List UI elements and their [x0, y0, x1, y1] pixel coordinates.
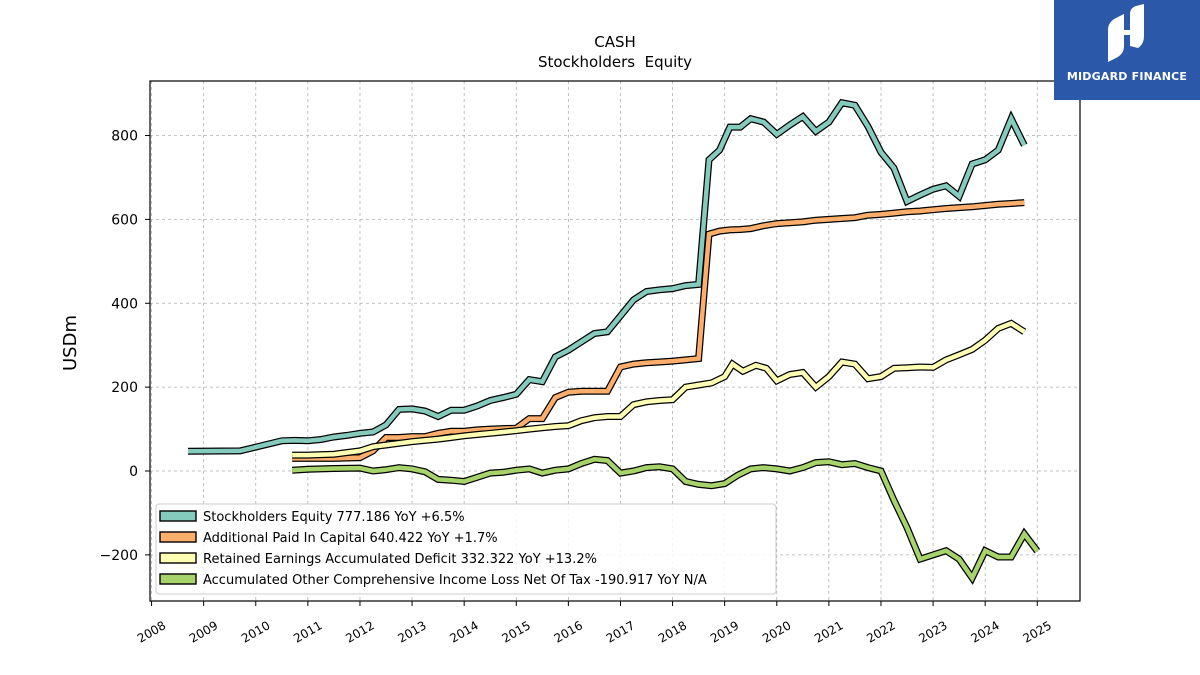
x-tick-label: 2021: [812, 618, 845, 645]
x-tick-label: 2017: [604, 618, 637, 645]
logo-text: MIDGARD FINANCE: [1066, 70, 1188, 83]
legend-entry-label: Accumulated Other Comprehensive Income L…: [203, 573, 707, 588]
series-line: [187, 98, 1028, 455]
legend-swatch: [159, 573, 197, 585]
y-tick-label: 400: [111, 296, 138, 312]
midgard-finance-logo: MIDGARD FINANCE: [1054, 0, 1200, 100]
legend-swatch: [159, 510, 197, 522]
legend: Stockholders Equity 777.186 YoY +6.5% Add…: [155, 503, 777, 595]
legend-swatch: [159, 531, 197, 543]
x-tick-label: 2022: [864, 618, 897, 645]
x-tick-label: 2025: [1021, 618, 1054, 645]
y-axis-label: USDm: [60, 315, 81, 371]
series-outline: [187, 98, 1028, 455]
logo-mark-icon: [1108, 4, 1144, 62]
x-tick-label: 2024: [968, 618, 1001, 645]
legend-box: [155, 503, 777, 595]
x-tick-label: 2010: [239, 618, 272, 645]
x-tick-label: 2009: [187, 618, 220, 645]
series-lines: [187, 98, 1041, 585]
x-tick-label: 2013: [395, 618, 428, 645]
plot-frame: [149, 80, 1081, 602]
x-tick-label: 2008: [135, 618, 168, 645]
x-tick-label: 2016: [552, 618, 585, 645]
y-tick-label: 0: [129, 464, 138, 480]
y-tick-label: 600: [111, 212, 138, 228]
series-fill: [292, 200, 1025, 461]
series-line: [292, 319, 1027, 459]
x-tick-label: 2018: [656, 618, 689, 645]
x-tick-label: 2019: [708, 618, 741, 645]
series-fill: [292, 320, 1026, 458]
legend-entry-label: Additional Paid In Capital 640.422 YoY +…: [203, 531, 498, 546]
x-tick-label: 2012: [343, 618, 376, 645]
legend-entry-label: Retained Earnings Accumulated Deficit 33…: [203, 552, 597, 567]
series-line: [292, 199, 1025, 462]
x-tick-label: 2014: [447, 618, 480, 645]
y-tick-label: −200: [100, 548, 138, 564]
x-tick-label: 2011: [291, 618, 324, 645]
y-tick-label: 200: [111, 380, 138, 396]
x-tick-label: 2015: [500, 618, 533, 645]
series-outline: [292, 199, 1025, 462]
series-fill: [292, 457, 1040, 583]
series-fill: [187, 100, 1027, 454]
series-line: [291, 455, 1041, 585]
legend-entry-label: Stockholders Equity 777.186 YoY +6.5%: [203, 510, 465, 525]
x-tick-label: 2023: [916, 618, 949, 645]
y-tick-label: 800: [111, 129, 138, 145]
x-tick-label: 2020: [760, 618, 793, 645]
chart-title: CASH: [594, 33, 636, 51]
chart-subtitle: Stockholders Equity: [538, 53, 692, 71]
legend-swatch: [159, 552, 197, 564]
